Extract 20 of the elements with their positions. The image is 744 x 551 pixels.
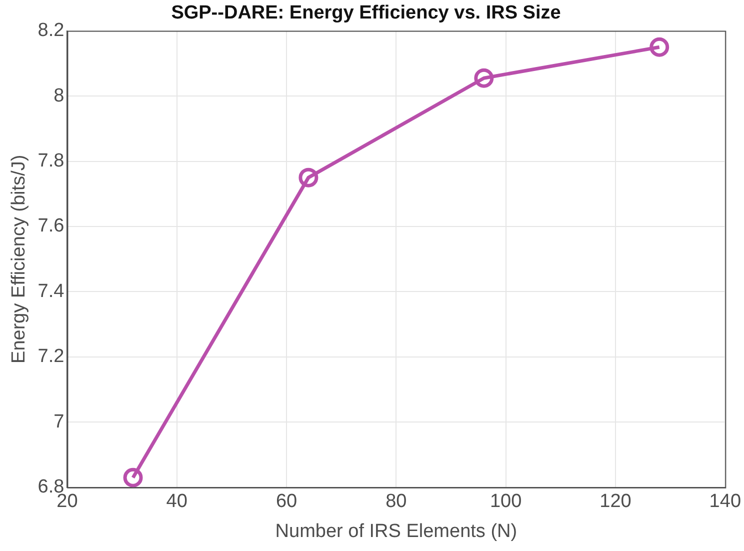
point <box>474 68 494 88</box>
y-tick-label: 8.2 <box>38 20 64 42</box>
y-tick-label: 7.4 <box>38 280 65 302</box>
y-tick-label: 7.8 <box>38 150 64 172</box>
x-tick-label: 120 <box>600 491 632 512</box>
point <box>123 468 143 488</box>
y-tick-label: 8 <box>54 85 64 106</box>
x-tick-label: 100 <box>490 491 522 512</box>
x-tick-label: 80 <box>386 491 407 512</box>
x-tick-label: 40 <box>166 491 188 512</box>
y-tick-label: 7.2 <box>38 346 64 368</box>
y-tick-label: 7 <box>54 411 64 432</box>
point <box>298 168 318 188</box>
x-axis-title: Number of IRS Elements (N) <box>275 520 518 542</box>
x-tick-label: 60 <box>276 491 298 512</box>
point <box>650 37 670 57</box>
x-tick-label: 140 <box>709 491 741 512</box>
y-axis-title: Energy Efficiency (bits/J) <box>8 154 30 364</box>
chart-title: SGP--DARE: Energy Efficiency vs. IRS Size <box>171 2 561 24</box>
y-tick-label: 7.6 <box>38 216 64 237</box>
